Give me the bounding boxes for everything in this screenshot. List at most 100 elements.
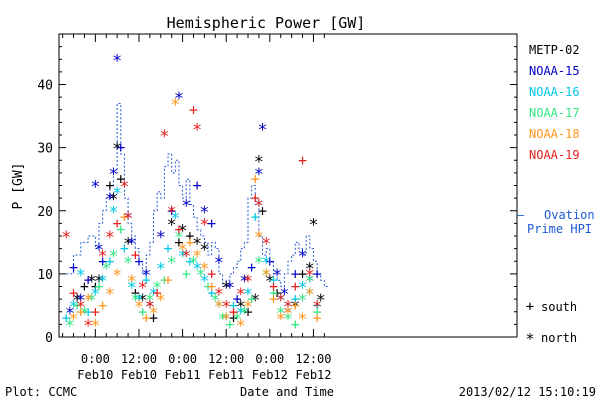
data-point-noaa-15: * <box>279 285 289 305</box>
data-point-metp-02: + <box>91 278 100 296</box>
data-point-noaa-15: * <box>254 165 264 185</box>
data-point-noaa-15: * <box>90 178 100 198</box>
y-tick-label: 10 <box>37 268 53 283</box>
data-point-noaa-15: * <box>94 241 104 261</box>
data-point-noaa-16: * <box>305 285 315 305</box>
data-point-noaa-19: * <box>181 247 191 267</box>
data-point-noaa-18: * <box>177 241 187 261</box>
data-point-noaa-15: * <box>156 228 166 248</box>
legend-entry: NOAA-19 <box>529 148 580 162</box>
data-point-metp-02: * <box>123 234 133 254</box>
data-point-noaa-15: + <box>313 265 322 283</box>
footer-plot-credit: Plot: CCMC <box>5 385 77 399</box>
data-point-noaa-19: * <box>167 203 177 223</box>
data-point-metp-02: * <box>177 222 187 242</box>
legend-entry: NOAA-15 <box>529 64 580 78</box>
data-point-metp-02: * <box>94 272 104 292</box>
data-point-noaa-15: * <box>174 89 184 109</box>
data-point-metp-02: * <box>72 291 82 311</box>
data-point-noaa-17: * <box>239 304 249 324</box>
data-point-noaa-16: * <box>297 279 307 299</box>
data-point-noaa-17: * <box>108 247 118 267</box>
data-point-noaa-18: * <box>192 247 202 267</box>
data-point-noaa-16: * <box>276 291 286 311</box>
data-point-noaa-19: * <box>214 285 224 305</box>
data-point-noaa-17: + <box>73 296 82 314</box>
data-point-metp-02: * <box>265 272 275 292</box>
data-point-noaa-16: + <box>142 271 151 289</box>
data-point-noaa-18: * <box>297 310 307 330</box>
data-point-noaa-17: + <box>116 221 125 239</box>
data-point-noaa-15: + <box>193 177 202 195</box>
x-tick-date: Feb12 <box>295 368 331 382</box>
data-point-noaa-19: + <box>174 221 183 239</box>
data-point-metp-02: + <box>116 170 125 188</box>
data-point-metp-02: * <box>87 272 97 292</box>
data-point-noaa-18: + <box>120 208 129 226</box>
x-tick-date: Feb10 <box>77 368 113 382</box>
data-point-noaa-17: + <box>182 265 191 283</box>
data-point-noaa-18: * <box>214 297 224 317</box>
data-point-metp-02: + <box>258 202 267 220</box>
data-point-noaa-19: * <box>305 266 315 286</box>
data-point-metp-02: * <box>290 297 300 317</box>
data-point-metp-02: * <box>137 291 147 311</box>
data-point-noaa-17: + <box>94 278 103 296</box>
data-point-noaa-18: * <box>112 266 122 286</box>
data-point-noaa-16: + <box>84 303 93 321</box>
data-point-noaa-16: + <box>269 271 278 289</box>
data-point-noaa-16: * <box>214 297 224 317</box>
data-point-noaa-16: * <box>90 285 100 305</box>
data-point-noaa-17: * <box>254 253 264 273</box>
data-point-noaa-18: * <box>221 310 231 330</box>
data-point-noaa-15: + <box>291 265 300 283</box>
data-point-noaa-16: * <box>97 272 107 292</box>
data-point-noaa-17: * <box>217 310 227 330</box>
data-point-noaa-15: + <box>116 139 125 157</box>
data-point-noaa-18: + <box>291 296 300 314</box>
data-point-noaa-17: + <box>225 315 234 333</box>
data-point-noaa-15: * <box>127 234 137 254</box>
data-point-noaa-17: + <box>247 290 256 308</box>
x-tick-time: 0:00 <box>255 352 284 366</box>
data-point-noaa-19: + <box>251 189 260 207</box>
data-point-noaa-18: * <box>254 228 264 248</box>
data-point-noaa-18: * <box>105 285 115 305</box>
data-point-noaa-16: * <box>177 247 187 267</box>
footer-timestamp: 2013/02/12 15:10:19 <box>459 385 596 399</box>
data-point-noaa-17: * <box>188 253 198 273</box>
data-point-noaa-18: + <box>269 290 278 308</box>
data-point-metp-02: + <box>131 284 140 302</box>
data-point-noaa-18: * <box>199 260 209 280</box>
x-tick-time: 12:00 <box>208 352 244 366</box>
data-point-noaa-16: + <box>207 284 216 302</box>
data-point-noaa-18: + <box>185 233 194 251</box>
data-point-noaa-15: + <box>247 259 256 277</box>
y-axis-label: P [GW] <box>11 163 26 210</box>
legend-entry: NOAA-17 <box>529 106 580 120</box>
data-point-noaa-17: * <box>65 316 75 336</box>
data-point-noaa-17: * <box>130 291 140 311</box>
data-point-noaa-19: * <box>61 228 71 248</box>
data-point-noaa-16: * <box>134 291 144 311</box>
data-point-noaa-15: * <box>112 51 122 71</box>
data-point-noaa-17: + <box>204 278 213 296</box>
y-axis-ticks: 0 10 20 30 40 <box>37 46 517 346</box>
data-point-noaa-19: * <box>261 234 271 254</box>
data-point-noaa-19: * <box>243 272 253 292</box>
data-point-noaa-16: + <box>291 290 300 308</box>
data-point-metp-02: * <box>254 152 264 172</box>
marker-legend-symbol: + <box>526 299 534 315</box>
data-point-noaa-18: + <box>76 303 85 321</box>
data-point-metp-02: * <box>167 215 177 235</box>
data-point-metp-02: + <box>185 227 194 245</box>
data-point-noaa-18: * <box>68 310 78 330</box>
data-point-noaa-17: + <box>138 303 147 321</box>
data-point-metp-02: * <box>192 234 202 254</box>
data-point-metp-02: + <box>105 177 114 195</box>
data-point-noaa-17: * <box>210 291 220 311</box>
data-point-noaa-15: * <box>214 253 224 273</box>
data-point-noaa-19: * <box>312 297 322 317</box>
x-axis-ticks: 0:00 Feb10 12:00 Feb10 0:00 Feb11 12:00 Feb11 0:… <box>62 34 332 382</box>
